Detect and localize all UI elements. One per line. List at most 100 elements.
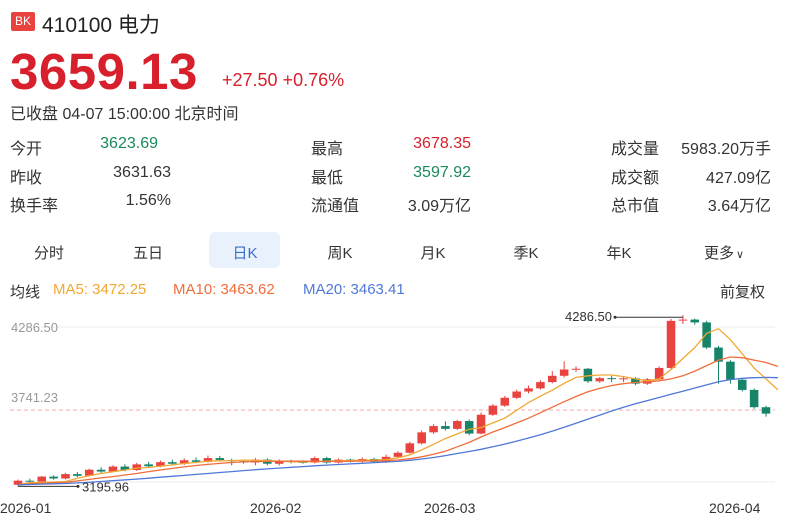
market-cap-value: 3.64万亿 xyxy=(707,198,771,215)
ma-label: 均线 xyxy=(10,284,41,301)
float-value: 3.09万亿 xyxy=(407,198,471,215)
candle-body xyxy=(666,320,676,368)
board-badge: BK xyxy=(11,12,35,31)
candle-body xyxy=(583,368,593,382)
tab-yearly-k[interactable]: 年K xyxy=(606,245,632,262)
candle-body xyxy=(322,458,331,463)
candle-body xyxy=(132,464,142,471)
y-tick-mid: 3741.23 xyxy=(11,390,58,405)
candle-body xyxy=(512,391,521,398)
open-label: 今开 xyxy=(10,141,43,158)
candle-body xyxy=(393,452,403,457)
candle-body xyxy=(714,347,723,362)
open-value: 3623.69 xyxy=(100,135,158,152)
float-value-label: 流通值 xyxy=(311,198,360,215)
candle-body xyxy=(571,368,581,370)
candle-body xyxy=(49,476,58,479)
adjust-mode[interactable]: 前复权 xyxy=(720,284,766,301)
candle-body xyxy=(108,466,118,472)
tab-monthly-k[interactable]: 月K xyxy=(420,245,446,262)
candle-body xyxy=(37,476,47,482)
candle-body xyxy=(215,458,225,460)
candlestick-chart[interactable]: 4286.50 3195.96 xyxy=(0,300,788,500)
max-pointer-dot xyxy=(613,315,617,319)
candle-body xyxy=(168,462,177,464)
x-tick-apr: 2026-04 xyxy=(709,500,761,516)
min-label: 3195.96 xyxy=(82,479,129,494)
active-tab-highlight xyxy=(209,232,280,268)
high-label: 最高 xyxy=(311,141,344,158)
candle-body xyxy=(156,462,165,467)
ma20-legend: MA20: 3463.41 xyxy=(303,281,405,298)
candle-body xyxy=(274,460,284,464)
ma10-line xyxy=(17,356,779,486)
low-value: 3597.92 xyxy=(413,164,471,181)
amount-label: 成交额 xyxy=(611,170,660,187)
candle-body xyxy=(488,405,498,415)
candle-body xyxy=(453,421,462,429)
candle-body xyxy=(84,469,94,476)
candle-body xyxy=(310,458,320,463)
y-tick-top: 4286.50 xyxy=(11,320,58,335)
candle-body xyxy=(619,378,628,380)
candle-body xyxy=(559,369,569,376)
candle-body xyxy=(191,460,201,462)
candle-body xyxy=(73,474,82,476)
candle-body xyxy=(25,480,35,482)
ma10-legend: MA10: 3463.62 xyxy=(173,281,275,298)
ma5-legend: MA5: 3472.25 xyxy=(53,281,147,298)
chevron-down-icon: ∨ xyxy=(735,249,745,261)
prev-close-label: 昨收 xyxy=(10,170,43,187)
candle-body xyxy=(429,426,438,433)
min-pointer-dot xyxy=(76,484,80,488)
turnover-label: 换手率 xyxy=(10,198,59,215)
candle-body xyxy=(144,464,153,467)
ma-lines-group xyxy=(17,327,779,486)
candle-body xyxy=(678,319,688,321)
turnover-value: 1.56% xyxy=(125,192,171,209)
tab-daily-k[interactable]: 日K xyxy=(232,245,258,262)
candle-body xyxy=(631,378,640,384)
tab-five-day[interactable]: 五日 xyxy=(132,245,163,262)
prev-close-value: 3631.63 xyxy=(113,164,171,181)
candle-body xyxy=(464,421,474,434)
candle-body xyxy=(536,382,545,389)
candle-body xyxy=(690,319,700,323)
candle-body xyxy=(203,458,213,462)
candle-body xyxy=(749,389,759,408)
market-cap-label: 总市值 xyxy=(611,198,660,215)
low-label: 最低 xyxy=(311,170,344,187)
max-label: 4286.50 xyxy=(565,309,612,324)
candle-body xyxy=(417,432,426,444)
candle-body xyxy=(61,474,70,479)
candle-body xyxy=(13,480,23,485)
tab-quarterly-k[interactable]: 季K xyxy=(513,245,539,262)
candle-body xyxy=(737,379,747,390)
x-tick-mar: 2026-03 xyxy=(424,500,476,516)
candle-body xyxy=(548,375,557,383)
ma5-line xyxy=(17,327,779,486)
candle-body xyxy=(441,426,450,429)
amount-value: 427.09亿 xyxy=(706,170,771,187)
candle-body xyxy=(120,466,130,471)
x-tick-feb: 2026-02 xyxy=(250,500,302,516)
candle-body xyxy=(726,361,735,380)
annotations-group: 4286.50 3195.96 xyxy=(18,309,683,494)
price-change: +27.50 +0.76% xyxy=(222,70,345,90)
candle-body xyxy=(405,443,415,453)
volume-label: 成交量 xyxy=(611,141,660,158)
candle-body xyxy=(476,414,486,434)
candle-body xyxy=(179,460,189,464)
candle-body xyxy=(595,378,605,382)
candle-body xyxy=(500,397,510,406)
candle-body xyxy=(654,367,664,380)
tab-weekly-k[interactable]: 周K xyxy=(327,245,353,262)
tab-more-label: 更多 xyxy=(703,245,734,262)
candle-body xyxy=(702,322,711,348)
tab-intraday[interactable]: 分时 xyxy=(33,245,64,262)
candle-body xyxy=(96,469,106,472)
volume-value: 5983.20万手 xyxy=(681,141,771,158)
current-price: 3659.13 xyxy=(10,43,198,100)
tab-more[interactable]: 更多 ∨ xyxy=(698,242,750,263)
high-value: 3678.35 xyxy=(413,135,471,152)
